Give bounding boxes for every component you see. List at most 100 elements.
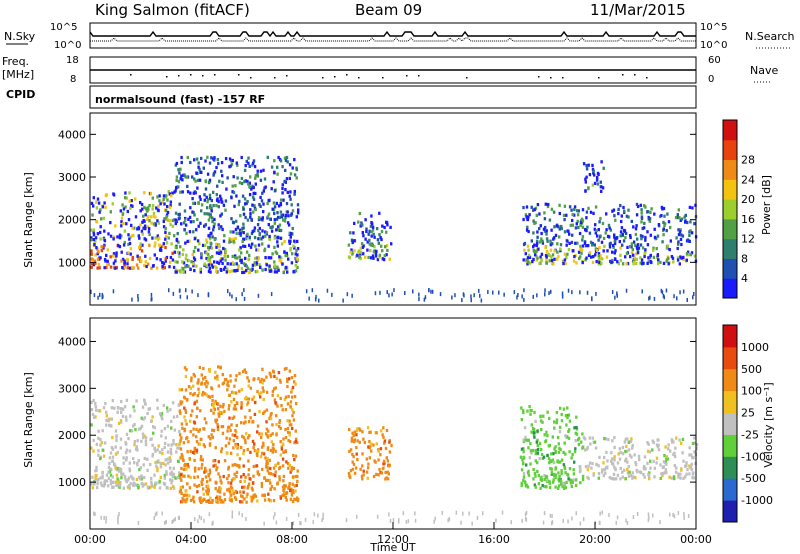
echo-cell	[629, 255, 632, 259]
echo-cell	[94, 253, 97, 257]
ground-scatter-cell	[455, 510, 458, 515]
echo-cell	[193, 237, 197, 241]
echo-cell	[275, 376, 279, 380]
ground-scatter-cell	[544, 288, 546, 293]
echo-cell	[528, 213, 531, 217]
echo-cell	[228, 404, 231, 408]
echo-cell	[527, 446, 530, 450]
ground-scatter-cell	[243, 296, 246, 301]
echo-cell	[623, 209, 626, 213]
echo-cell	[681, 437, 685, 441]
echo-cell	[562, 262, 565, 266]
echo-cell	[282, 437, 285, 441]
echo-cell	[634, 261, 638, 266]
echo-cell	[646, 441, 649, 445]
echo-cell	[216, 260, 219, 264]
echo-cell	[131, 257, 134, 261]
echo-cell	[290, 231, 293, 236]
echo-cell	[164, 227, 167, 231]
echo-cell	[232, 237, 235, 241]
echo-cell	[123, 259, 126, 263]
echo-cell	[640, 215, 644, 219]
echo-cell	[549, 239, 552, 243]
ground-scatter-cell	[525, 510, 528, 515]
echo-cell	[90, 228, 93, 232]
echo-cell	[148, 219, 151, 223]
echo-cell	[128, 237, 131, 241]
echo-cell	[170, 194, 173, 198]
echo-cell	[222, 267, 226, 271]
echo-cell	[218, 495, 222, 499]
echo-cell	[235, 374, 238, 378]
ground-scatter-cell	[165, 519, 167, 524]
echo-cell	[677, 208, 680, 212]
echo-cell	[383, 441, 386, 445]
echo-cell	[529, 442, 532, 446]
echo-cell	[126, 478, 130, 482]
velocity-colorbar-label: Velocity [m s⁻¹]	[762, 382, 775, 467]
echo-cell	[94, 405, 97, 409]
echo-cell	[641, 262, 644, 266]
echo-cell	[546, 453, 549, 457]
echo-cell	[355, 429, 359, 433]
echo-cell	[234, 407, 238, 411]
echo-cell	[231, 190, 234, 194]
echo-cell	[129, 235, 132, 239]
echo-cell	[133, 461, 136, 465]
echo-cell	[178, 216, 181, 220]
echo-cell	[526, 217, 529, 221]
ground-scatter-cell	[641, 289, 643, 294]
echo-cell	[172, 265, 176, 269]
echo-cell	[256, 269, 259, 274]
echo-cell	[660, 472, 663, 476]
echo-cell	[272, 442, 275, 447]
echo-cell	[600, 470, 604, 474]
echo-cell	[185, 467, 188, 471]
echo-cell	[279, 496, 283, 500]
echo-cell	[230, 217, 233, 221]
echo-cell	[272, 473, 275, 477]
echo-cell	[292, 490, 295, 494]
echo-cell	[584, 189, 587, 193]
echo-cell	[635, 245, 639, 249]
echo-cell	[289, 470, 292, 474]
echo-cell	[194, 179, 197, 183]
ground-scatter-cell	[274, 512, 276, 517]
echo-cell	[175, 443, 178, 447]
echo-cell	[241, 194, 245, 198]
echo-cell	[525, 228, 529, 232]
echo-cell	[230, 478, 234, 482]
echo-cell	[91, 258, 94, 262]
echo-cell	[374, 254, 378, 258]
echo-cell	[161, 265, 164, 269]
echo-cell	[209, 270, 212, 274]
echo-cell	[630, 474, 633, 478]
echo-cell	[519, 455, 523, 459]
echo-cell	[282, 479, 285, 483]
echo-cell	[263, 177, 267, 181]
echo-cell	[646, 210, 649, 214]
ground-scatter-cell	[521, 518, 523, 523]
echo-cell	[285, 155, 289, 160]
echo-cell	[574, 439, 577, 443]
echo-cell	[545, 229, 548, 233]
echo-cell	[360, 242, 364, 246]
echo-cell	[215, 251, 219, 255]
echo-cell	[192, 393, 195, 397]
echo-cell	[158, 199, 161, 203]
echo-cell	[236, 443, 239, 447]
echo-cell	[557, 450, 561, 454]
echo-cell	[270, 187, 273, 191]
echo-cell	[234, 227, 238, 232]
echo-cell	[617, 452, 620, 456]
echo-cell	[201, 393, 204, 397]
echo-cell	[210, 199, 213, 203]
echo-cell	[525, 258, 528, 262]
echo-cell	[256, 223, 260, 227]
echo-cell	[104, 441, 107, 445]
echo-cell	[235, 423, 238, 428]
echo-cell	[246, 179, 249, 183]
echo-cell	[101, 205, 105, 209]
echo-cell	[165, 472, 168, 476]
echo-cell	[232, 221, 235, 225]
